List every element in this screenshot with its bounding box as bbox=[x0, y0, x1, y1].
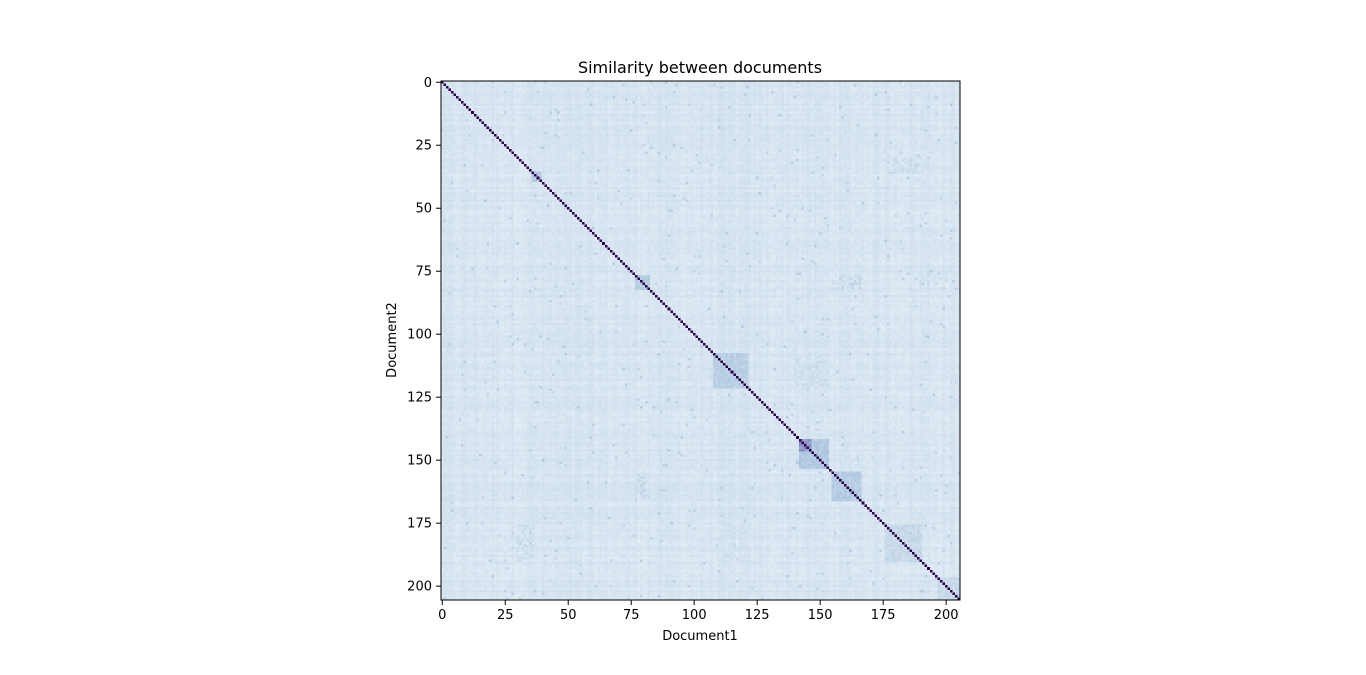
x-tick-label: 50 bbox=[560, 608, 577, 623]
y-tick-label: 200 bbox=[407, 580, 432, 595]
y-axis-ticks: 0 25 50 75 100 125 150 175 200 bbox=[407, 76, 441, 595]
chart-title: Similarity between documents bbox=[578, 58, 822, 77]
x-tick-label: 175 bbox=[871, 608, 896, 623]
y-tick-label: 0 bbox=[424, 76, 432, 91]
x-tick-label: 200 bbox=[934, 608, 959, 623]
x-tick-label: 125 bbox=[745, 608, 770, 623]
x-tick-label: 0 bbox=[438, 608, 446, 623]
y-tick-label: 100 bbox=[407, 328, 432, 343]
y-tick-label: 175 bbox=[407, 517, 432, 532]
x-axis-ticks: 0 25 50 75 100 125 150 175 200 bbox=[438, 600, 959, 623]
x-tick-label: 100 bbox=[682, 608, 707, 623]
y-tick-label: 25 bbox=[415, 139, 432, 154]
y-tick-label: 50 bbox=[415, 202, 432, 217]
y-axis-label: Document2 bbox=[385, 302, 400, 378]
x-tick-label: 75 bbox=[623, 608, 640, 623]
x-tick-label: 25 bbox=[497, 608, 514, 623]
y-tick-label: 150 bbox=[407, 454, 432, 469]
plot-frame bbox=[440, 80, 961, 601]
heatmap-cells bbox=[441, 81, 960, 600]
y-tick-label: 75 bbox=[415, 265, 432, 280]
x-axis-label: Document1 bbox=[662, 629, 738, 644]
x-tick-label: 150 bbox=[808, 608, 833, 623]
heatmap-image bbox=[441, 81, 960, 600]
y-tick-label: 125 bbox=[407, 391, 432, 406]
